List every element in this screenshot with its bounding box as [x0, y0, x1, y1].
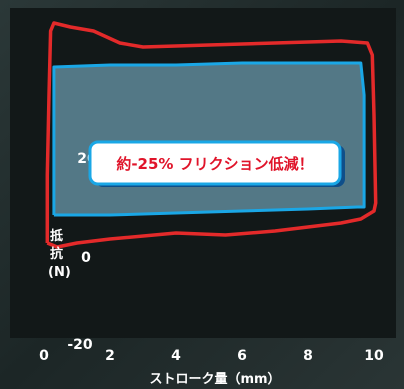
x-axis-label: ストローク量（mm） — [149, 371, 280, 387]
y-axis-label-line-1: 抵 — [50, 228, 63, 244]
series-line-blue — [52, 61, 366, 217]
x-tick-label: 4 — [171, 348, 181, 364]
y-tick-label: 0 — [81, 250, 91, 266]
series-line-red — [45, 21, 378, 249]
y-axis-label: 抵 抗 (N) — [48, 228, 71, 280]
series-group — [45, 21, 378, 249]
y-tick-label: -20 — [67, 337, 93, 353]
y-axis-label-line-2: 抗 — [50, 246, 63, 262]
y-axis-label-line-3: (N) — [48, 265, 71, 280]
callout-badge: 約-25% フリクション低減！ — [88, 140, 345, 187]
x-tick-label: 8 — [303, 348, 313, 364]
x-tick-label: 10 — [364, 348, 384, 364]
x-tick-label: 6 — [237, 348, 247, 364]
x-tick-label: 0 — [39, 348, 49, 364]
x-tick-label: 2 — [105, 348, 115, 364]
callout-text: 約-25% フリクション低減！ — [116, 155, 313, 173]
callout-badge-box — [88, 140, 342, 186]
reduction-fill-region — [53, 63, 365, 215]
